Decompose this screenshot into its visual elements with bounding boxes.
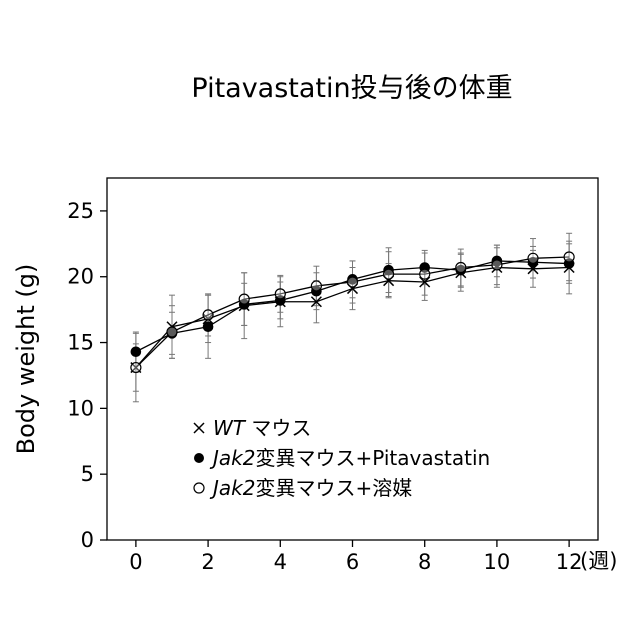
data-point-filled: [203, 322, 213, 332]
data-point-open: [420, 269, 430, 279]
x-ticks: 0 2 4 6 8 10 12: [129, 540, 582, 574]
data-point-open: [131, 363, 141, 373]
legend-label: Jak2変異マウス+Pitavastatin: [209, 446, 490, 470]
legend-label-italic: Jak2: [209, 446, 255, 470]
error-bars: [133, 233, 572, 401]
legend-label: WT マウス: [213, 416, 311, 440]
data-point-open: [275, 289, 285, 299]
legend-label-italic: Jak2: [209, 476, 255, 500]
y-axis-label: Body weight (g): [12, 264, 40, 455]
data-point-filled: [131, 347, 141, 357]
x-tick-label: 4: [274, 550, 287, 574]
y-tick-label: 0: [81, 528, 94, 552]
legend: WT マウスJak2変異マウス+PitavastatinJak2変異マウス+溶媒: [194, 416, 490, 500]
data-point-open: [528, 253, 538, 263]
x-tick-label: 2: [201, 550, 214, 574]
data-point-open: [167, 327, 177, 337]
data-point-open: [348, 277, 358, 287]
y-tick-label: 10: [67, 396, 94, 420]
x-tick-label: 8: [418, 550, 431, 574]
legend-symbol-filled: [194, 453, 204, 463]
y-tick-label: 20: [67, 265, 94, 289]
data-point-open: [311, 281, 321, 291]
x-axis-unit-label: (週): [580, 549, 617, 573]
data-point-open: [239, 294, 249, 304]
legend-label-rest: 変異マウス+Pitavastatin: [255, 446, 490, 470]
legend-symbol-x: [194, 423, 204, 433]
chart-title: Pitavastatin投与後の体重: [191, 73, 512, 104]
data-point-open: [492, 260, 502, 270]
y-tick-label: 25: [67, 199, 94, 223]
data-point-open: [564, 252, 574, 262]
legend-label-italic: WT: [213, 416, 247, 440]
y-tick-label: 5: [81, 462, 94, 486]
y-tick-label: 15: [67, 331, 94, 355]
legend-label-rest: マウス: [245, 416, 311, 440]
data-point-open: [384, 269, 394, 279]
legend-symbol-open: [194, 483, 204, 493]
x-tick-label: 6: [346, 550, 359, 574]
x-tick-label: 12: [556, 550, 583, 574]
legend-label: Jak2変異マウス+溶媒: [209, 476, 412, 500]
data-point-open: [456, 263, 466, 273]
legend-label-rest: 変異マウス+溶媒: [255, 476, 412, 500]
x-tick-label: 0: [129, 550, 142, 574]
data-point-open: [203, 310, 213, 320]
x-tick-label: 10: [484, 550, 511, 574]
y-ticks: 0 5 10 15 20 25: [67, 199, 107, 552]
